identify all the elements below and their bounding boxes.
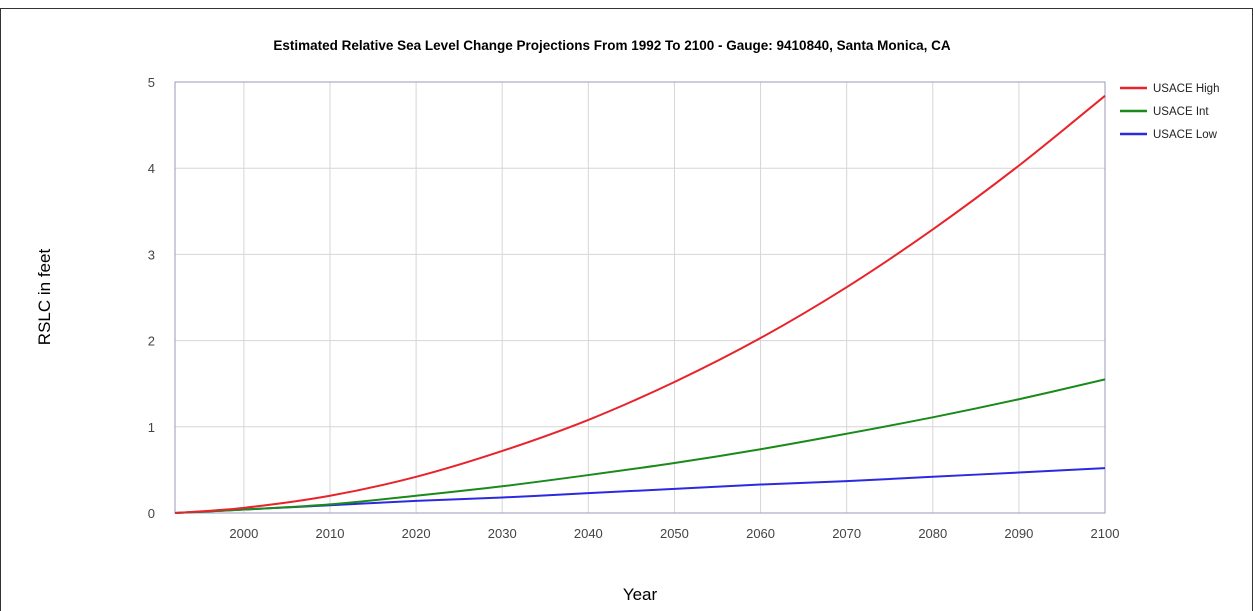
y-tick-label: 4 bbox=[148, 161, 155, 176]
series-line-usace-high bbox=[174, 95, 1106, 514]
y-tick-label: 3 bbox=[148, 247, 155, 262]
legend: USACE High USACE Int USACE Low bbox=[1120, 83, 1219, 141]
x-tick-label: 2080 bbox=[918, 526, 947, 541]
x-tick-label: 2020 bbox=[402, 526, 431, 541]
x-axis-label: Year bbox=[623, 585, 658, 604]
x-tick-label: 2050 bbox=[660, 526, 689, 541]
legend-label: USACE Low bbox=[1153, 129, 1218, 141]
grid bbox=[174, 81, 1106, 514]
x-tick-label: 2010 bbox=[316, 526, 345, 541]
y-tick-label: 0 bbox=[148, 506, 155, 521]
x-tick-label: 2100 bbox=[1091, 526, 1120, 541]
series-layer bbox=[174, 95, 1106, 514]
y-tick-label: 2 bbox=[148, 334, 155, 349]
legend-label: USACE High bbox=[1153, 83, 1219, 95]
y-axis-label: RSLC in feet bbox=[35, 249, 54, 346]
y-tick-label: 1 bbox=[148, 420, 155, 435]
y-tick-label: 5 bbox=[148, 75, 155, 90]
chart-title: Estimated Relative Sea Level Change Proj… bbox=[273, 38, 951, 53]
x-tick-label: 2000 bbox=[229, 526, 258, 541]
plot-area-border bbox=[174, 81, 1106, 514]
legend-label: USACE Int bbox=[1153, 106, 1209, 118]
series-line-usace-int bbox=[174, 378, 1106, 514]
x-tick-label: 2040 bbox=[574, 526, 603, 541]
chart-frame bbox=[0, 8, 1253, 611]
x-tick-label: 2090 bbox=[1004, 526, 1033, 541]
x-tick-label: 2070 bbox=[832, 526, 861, 541]
tick-labels: 0 1 2 3 4 5 2000 2010 2020 2030 2040 2050 2060 2070 20… bbox=[148, 75, 1120, 541]
x-tick-label: 2030 bbox=[488, 526, 517, 541]
x-tick-label: 2060 bbox=[746, 526, 775, 541]
